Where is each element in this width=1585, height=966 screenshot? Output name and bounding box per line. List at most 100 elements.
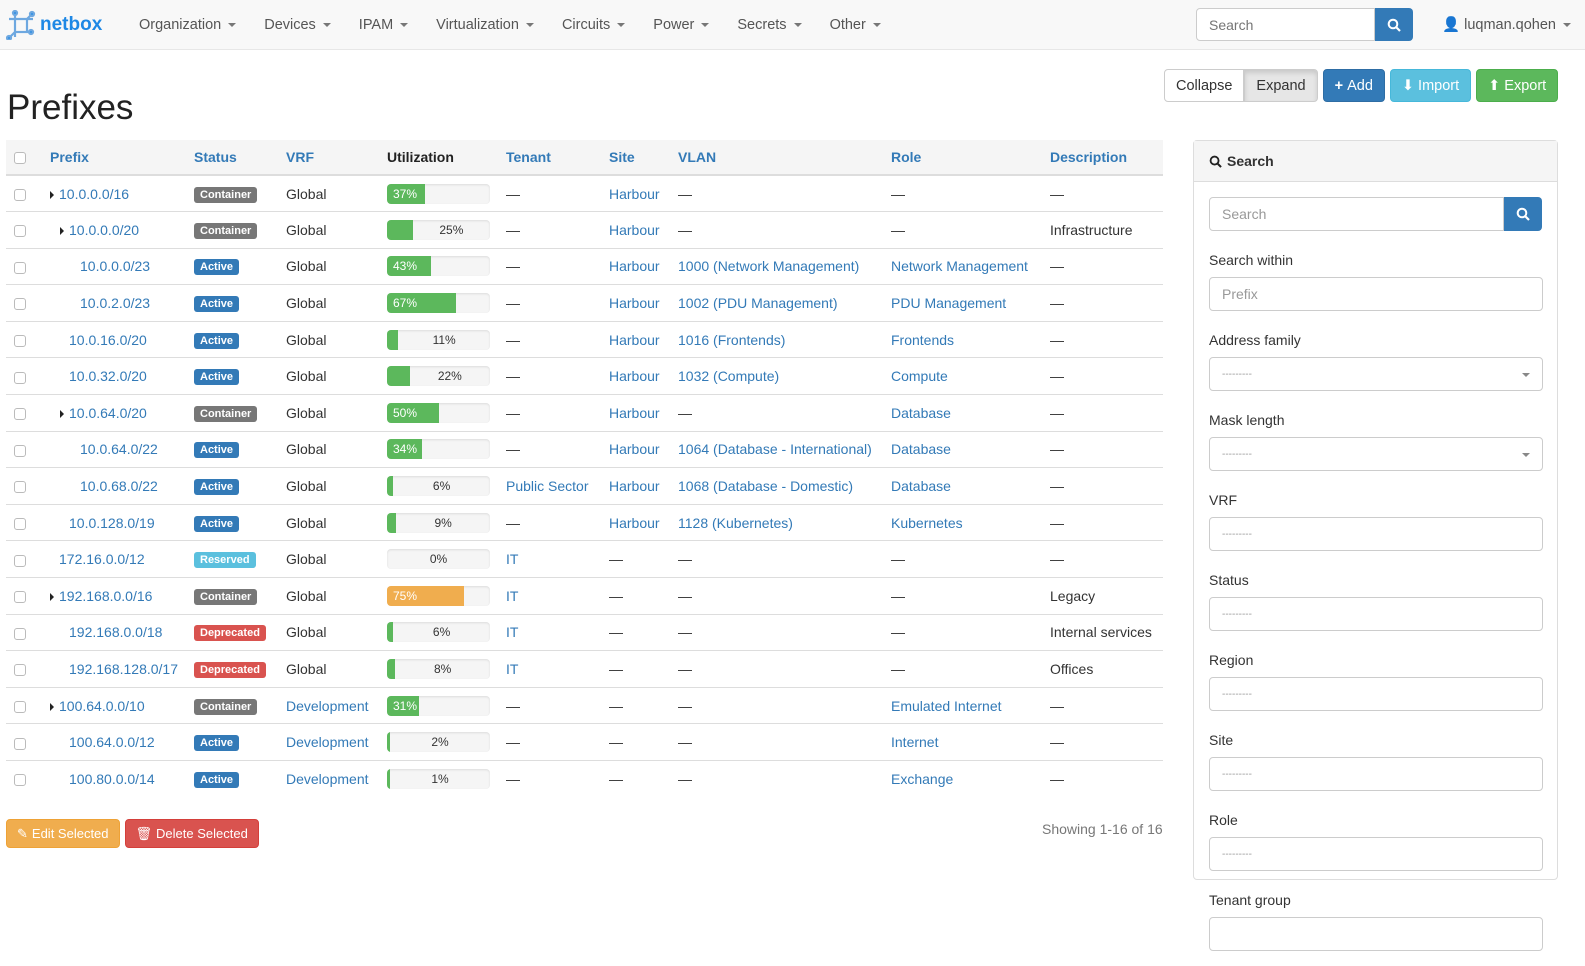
prefix-link[interactable]: 10.0.128.0/19	[69, 514, 155, 531]
region-input[interactable]: ---------	[1209, 677, 1543, 711]
prefix-link[interactable]: 10.0.68.0/22	[80, 478, 158, 495]
nav-search-input[interactable]	[1196, 8, 1375, 41]
delete-selected-button[interactable]: 🗑 Delete Selected	[124, 819, 259, 848]
row-checkbox[interactable]	[14, 664, 26, 677]
role[interactable]: PDU Management	[891, 295, 1007, 312]
column-header-prefix[interactable]: Prefix	[50, 140, 194, 176]
row-checkbox[interactable]	[14, 737, 26, 750]
row-checkbox[interactable]	[14, 261, 26, 274]
role[interactable]: Database	[891, 441, 951, 458]
row-checkbox[interactable]	[14, 517, 26, 530]
row-checkbox[interactable]	[14, 188, 26, 201]
column-header-vlan[interactable]: VLAN	[678, 140, 891, 176]
prefix-link[interactable]: 192.168.128.0/17	[69, 661, 178, 678]
menu-other[interactable]: Other	[816, 17, 895, 33]
role[interactable]: Exchange	[891, 771, 954, 788]
search-within-input[interactable]: Prefix	[1209, 277, 1543, 311]
menu-secrets[interactable]: Secrets	[723, 17, 815, 33]
site[interactable]: Harbour	[609, 404, 660, 421]
expand-toggle-icon[interactable]	[50, 190, 54, 199]
site[interactable]: Harbour	[609, 185, 660, 202]
menu-devices[interactable]: Devices	[250, 17, 345, 33]
prefix-link[interactable]: 100.80.0.0/14	[69, 771, 155, 788]
tenant[interactable]: IT	[506, 624, 519, 641]
site[interactable]: Harbour	[609, 441, 660, 458]
site[interactable]: Harbour	[609, 331, 660, 348]
prefix-link[interactable]: 100.64.0.0/12	[69, 734, 155, 751]
expand-button[interactable]: Expand	[1244, 69, 1318, 102]
column-header-site[interactable]: Site	[609, 140, 678, 176]
site-input[interactable]: ---------	[1209, 757, 1543, 791]
row-checkbox[interactable]	[14, 591, 26, 604]
tenant-group-input[interactable]	[1209, 917, 1543, 951]
column-header-description[interactable]: Description	[1050, 140, 1163, 176]
row-checkbox[interactable]	[14, 408, 26, 421]
role-input[interactable]: ---------	[1209, 837, 1543, 871]
site[interactable]: Harbour	[609, 258, 660, 275]
edit-selected-button[interactable]: ✎ Edit Selected	[6, 819, 120, 848]
vrf-input[interactable]: ---------	[1209, 517, 1543, 551]
column-header-tenant[interactable]: Tenant	[506, 140, 609, 176]
row-checkbox[interactable]	[14, 371, 26, 384]
role[interactable]: Frontends	[891, 331, 955, 348]
row-checkbox[interactable]	[14, 627, 26, 640]
role[interactable]: Emulated Internet	[891, 697, 1002, 714]
prefix-link[interactable]: 10.0.16.0/20	[69, 331, 147, 348]
vlan[interactable]: 1016 (Frontends)	[678, 331, 786, 348]
row-checkbox[interactable]	[14, 298, 26, 311]
expand-toggle-icon[interactable]	[50, 592, 54, 601]
row-checkbox[interactable]	[14, 700, 26, 713]
select-all-checkbox[interactable]	[14, 152, 26, 165]
nav-search-button[interactable]	[1375, 8, 1413, 41]
prefix-link[interactable]: 10.0.64.0/20	[69, 404, 147, 421]
address-family-select[interactable]: ---------	[1209, 357, 1543, 391]
column-header-role[interactable]: Role	[891, 140, 1050, 176]
tenant[interactable]: Public Sector	[506, 478, 589, 495]
prefix-link[interactable]: 10.0.32.0/20	[69, 368, 147, 385]
tenant[interactable]: IT	[506, 551, 519, 568]
collapse-button[interactable]: Collapse	[1164, 69, 1245, 102]
menu-virtualization[interactable]: Virtualization	[422, 17, 548, 33]
site[interactable]: Harbour	[609, 368, 660, 385]
role[interactable]: Database	[891, 404, 951, 421]
expand-toggle-icon[interactable]	[50, 702, 54, 711]
prefix-link[interactable]: 10.0.0.0/23	[80, 258, 151, 275]
tenant[interactable]: IT	[506, 661, 519, 678]
prefix-link[interactable]: 172.16.0.0/12	[59, 551, 145, 568]
export-button[interactable]: ⬆ Export	[1476, 69, 1559, 102]
vrf[interactable]: Development	[286, 697, 369, 714]
site[interactable]: Harbour	[609, 478, 660, 495]
status-input[interactable]: ---------	[1209, 597, 1543, 631]
expand-toggle-icon[interactable]	[60, 409, 64, 418]
prefix-link[interactable]: 100.64.0.0/10	[59, 697, 145, 714]
import-button[interactable]: ⬇ Import	[1389, 69, 1472, 102]
menu-power[interactable]: Power	[639, 17, 723, 33]
vrf[interactable]: Development	[286, 734, 369, 751]
mask-length-select[interactable]: ---------	[1209, 437, 1543, 471]
vlan[interactable]: 1002 (PDU Management)	[678, 295, 838, 312]
prefix-link[interactable]: 192.168.0.0/16	[59, 587, 153, 604]
role[interactable]: Network Management	[891, 258, 1028, 275]
role[interactable]: Compute	[891, 368, 948, 385]
row-checkbox[interactable]	[14, 774, 26, 787]
site[interactable]: Harbour	[609, 221, 660, 238]
user-menu[interactable]: 👤 luqman.qohen	[1442, 16, 1571, 33]
row-checkbox[interactable]	[14, 554, 26, 567]
row-checkbox[interactable]	[14, 334, 26, 347]
sidebar-search-button[interactable]	[1504, 197, 1542, 231]
expand-toggle-icon[interactable]	[60, 226, 64, 235]
vlan[interactable]: 1000 (Network Management)	[678, 258, 860, 275]
prefix-link[interactable]: 10.0.0.0/16	[59, 185, 130, 202]
row-checkbox[interactable]	[14, 444, 26, 457]
column-header-status[interactable]: Status	[194, 140, 286, 176]
prefix-link[interactable]: 10.0.2.0/23	[80, 295, 151, 312]
prefix-link[interactable]: 10.0.64.0/22	[80, 441, 158, 458]
brand-logo[interactable]: netbox	[6, 10, 102, 40]
prefix-link[interactable]: 10.0.0.0/20	[69, 221, 140, 238]
vlan[interactable]: 1032 (Compute)	[678, 368, 780, 385]
role[interactable]: Database	[891, 478, 951, 495]
role[interactable]: Kubernetes	[891, 514, 963, 531]
sidebar-search-input[interactable]: Search	[1209, 197, 1505, 231]
row-checkbox[interactable]	[14, 225, 26, 238]
tenant[interactable]: IT	[506, 587, 519, 604]
